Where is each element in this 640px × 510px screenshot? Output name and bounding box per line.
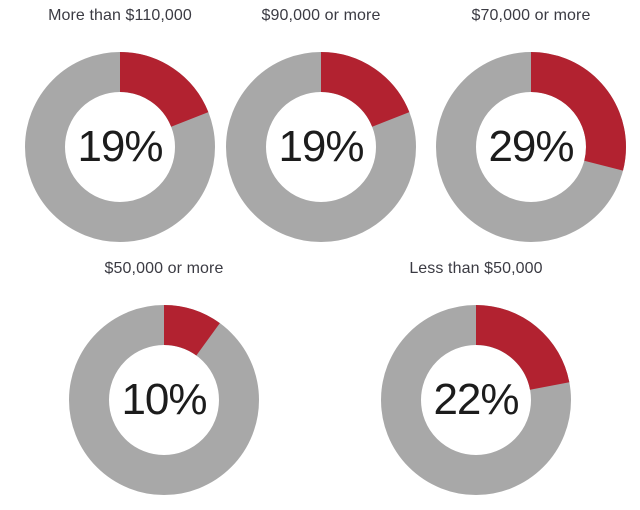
donut-chart-50000-or-more: $50,000 or more 10%	[64, 259, 264, 495]
donut-chart: 19%	[226, 52, 416, 242]
donut-value-arc	[226, 52, 416, 242]
donut-svg	[381, 305, 571, 495]
donut-chart-less-than-50000: Less than $50,000 22%	[376, 259, 576, 495]
donut-svg	[69, 305, 259, 495]
donut-value-arc	[25, 52, 215, 242]
donut-svg	[25, 52, 215, 242]
donut-chart: 22%	[381, 305, 571, 495]
chart-title: $90,000 or more	[261, 7, 381, 24]
chart-title: $70,000 or more	[471, 7, 591, 24]
donut-svg	[436, 52, 626, 242]
chart-title: Less than $50,000	[409, 260, 543, 277]
donut-chart-90000-or-more: $90,000 or more 19%	[221, 6, 421, 242]
donut-chart: 19%	[25, 52, 215, 242]
donut-remainder-ring	[69, 305, 259, 495]
donut-value-arc	[69, 305, 259, 495]
donut-svg	[226, 52, 416, 242]
donut-value-arc	[436, 52, 626, 242]
donut-chart: 10%	[69, 305, 259, 495]
donut-value-arc	[381, 305, 571, 495]
chart-title: More than $110,000	[48, 7, 192, 24]
donut-chart: 29%	[436, 52, 626, 242]
donut-chart-more-than-110000: More than $110,000 19%	[20, 6, 220, 242]
donut-chart-70000-or-more: $70,000 or more 29%	[431, 6, 631, 242]
chart-title: $50,000 or more	[104, 260, 224, 277]
